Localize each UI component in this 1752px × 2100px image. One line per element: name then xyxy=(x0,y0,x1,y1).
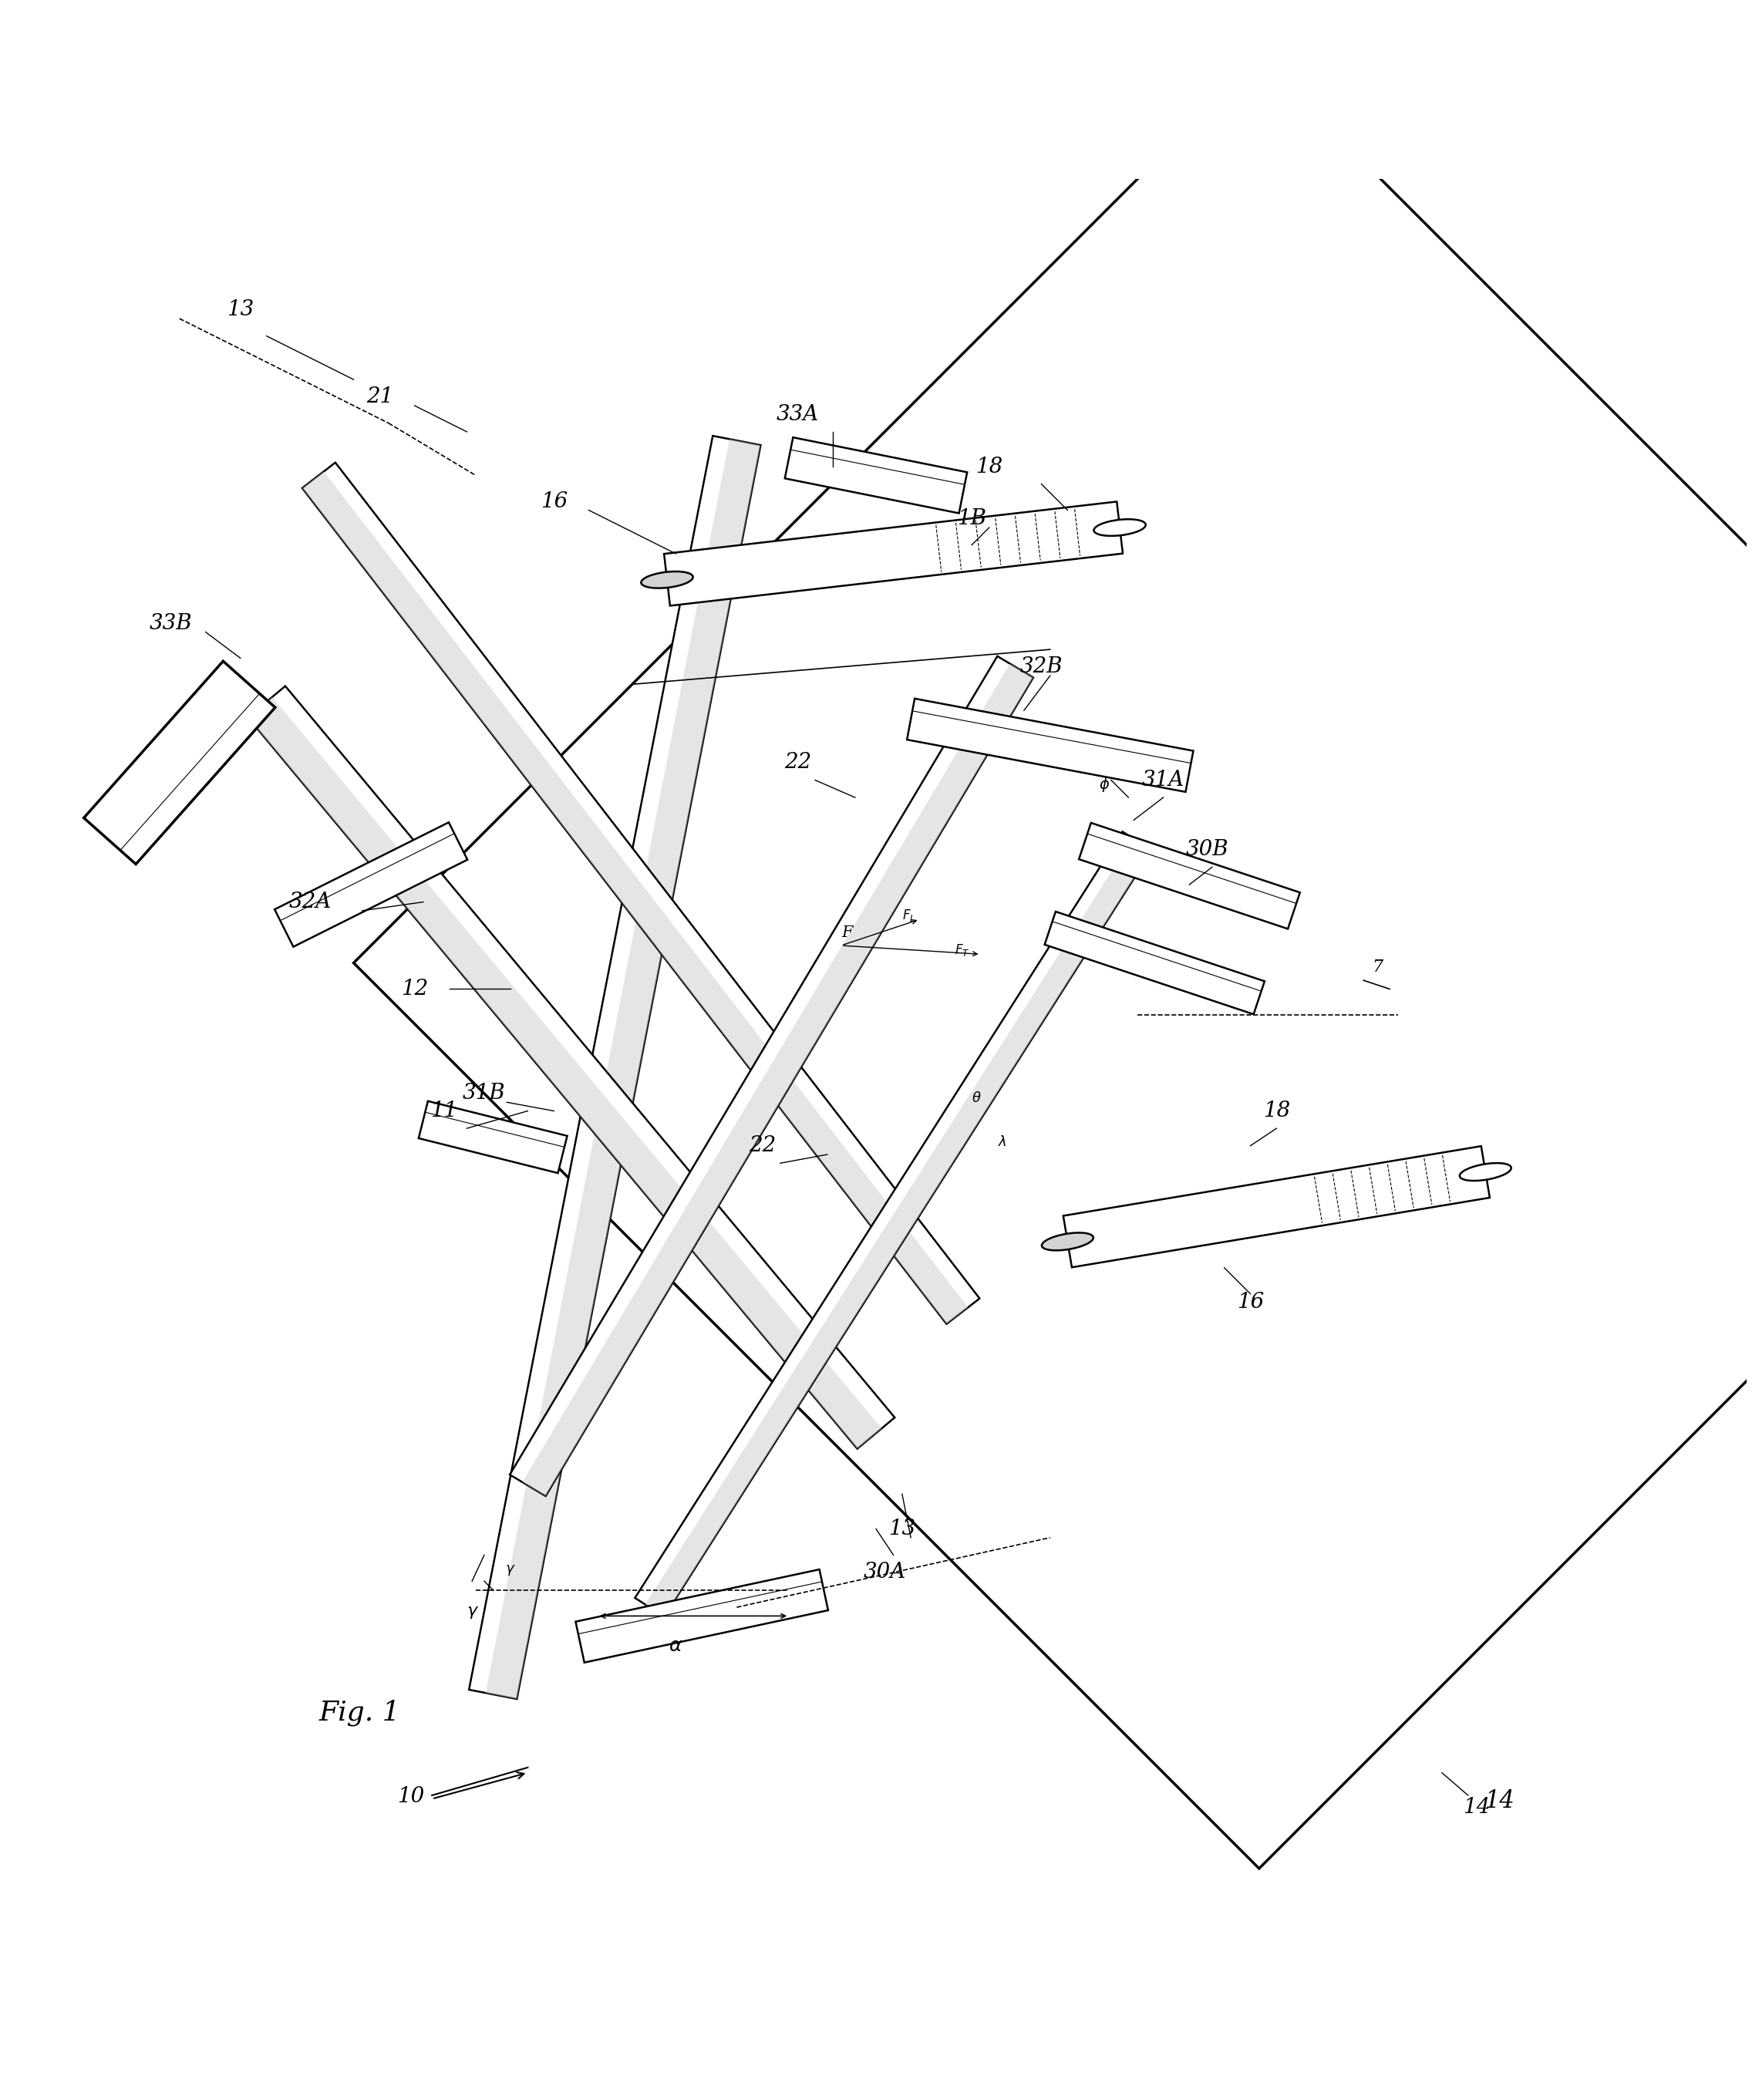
Text: 13: 13 xyxy=(226,300,254,321)
Text: 21: 21 xyxy=(366,386,392,407)
Text: 18: 18 xyxy=(976,456,1002,477)
Text: $\gamma$: $\gamma$ xyxy=(466,1604,480,1621)
Polygon shape xyxy=(664,502,1123,605)
Text: $\alpha$: $\alpha$ xyxy=(669,1636,683,1655)
Text: 31A: 31A xyxy=(1142,771,1184,790)
Text: $\theta$: $\theta$ xyxy=(972,1092,981,1105)
Text: $\gamma$: $\gamma$ xyxy=(505,1562,515,1577)
Polygon shape xyxy=(1063,1147,1489,1266)
Ellipse shape xyxy=(641,571,694,588)
Text: 30B: 30B xyxy=(1186,840,1228,861)
Polygon shape xyxy=(634,832,1151,1617)
Text: 22: 22 xyxy=(750,1136,776,1157)
Ellipse shape xyxy=(1093,519,1146,536)
Text: $\lambda$: $\lambda$ xyxy=(999,1134,1007,1149)
Text: 14: 14 xyxy=(1486,1789,1515,1812)
Text: 16: 16 xyxy=(1237,1292,1263,1312)
Text: 13: 13 xyxy=(888,1518,916,1539)
Text: 11: 11 xyxy=(431,1100,457,1121)
Polygon shape xyxy=(275,823,468,947)
Text: 10: 10 xyxy=(398,1787,424,1806)
Polygon shape xyxy=(419,1100,568,1174)
Ellipse shape xyxy=(1459,1163,1512,1180)
Text: $F_T$: $F_T$ xyxy=(955,943,969,958)
Text: 7: 7 xyxy=(1372,958,1382,977)
Text: 30A: 30A xyxy=(864,1562,906,1583)
Polygon shape xyxy=(84,662,275,865)
Polygon shape xyxy=(522,664,1034,1495)
Polygon shape xyxy=(485,439,760,1699)
Text: 32B: 32B xyxy=(1020,657,1063,678)
Text: 12: 12 xyxy=(401,979,427,1000)
Text: $\phi$: $\phi$ xyxy=(1099,775,1109,794)
Ellipse shape xyxy=(1042,1233,1093,1250)
Text: 33A: 33A xyxy=(776,403,818,424)
Polygon shape xyxy=(303,472,969,1323)
Text: 18: 18 xyxy=(1263,1100,1289,1121)
Polygon shape xyxy=(576,1569,829,1663)
Text: 1B: 1B xyxy=(957,508,986,529)
Polygon shape xyxy=(247,697,881,1449)
Text: 32A: 32A xyxy=(289,892,331,911)
Polygon shape xyxy=(247,687,895,1449)
Text: 31B: 31B xyxy=(463,1084,506,1105)
Text: $F_L$: $F_L$ xyxy=(902,907,916,924)
Text: 22: 22 xyxy=(785,752,811,773)
Text: 16: 16 xyxy=(540,491,568,512)
Polygon shape xyxy=(785,437,967,512)
Text: Fig. 1: Fig. 1 xyxy=(319,1699,401,1726)
Polygon shape xyxy=(470,437,760,1699)
Polygon shape xyxy=(1044,911,1265,1014)
Polygon shape xyxy=(510,655,1034,1495)
Polygon shape xyxy=(645,838,1151,1617)
Polygon shape xyxy=(303,462,979,1323)
Text: 14: 14 xyxy=(1463,1798,1491,1819)
Polygon shape xyxy=(1079,823,1300,928)
Polygon shape xyxy=(908,699,1193,792)
Text: 33B: 33B xyxy=(149,613,193,634)
Text: F: F xyxy=(841,926,853,941)
